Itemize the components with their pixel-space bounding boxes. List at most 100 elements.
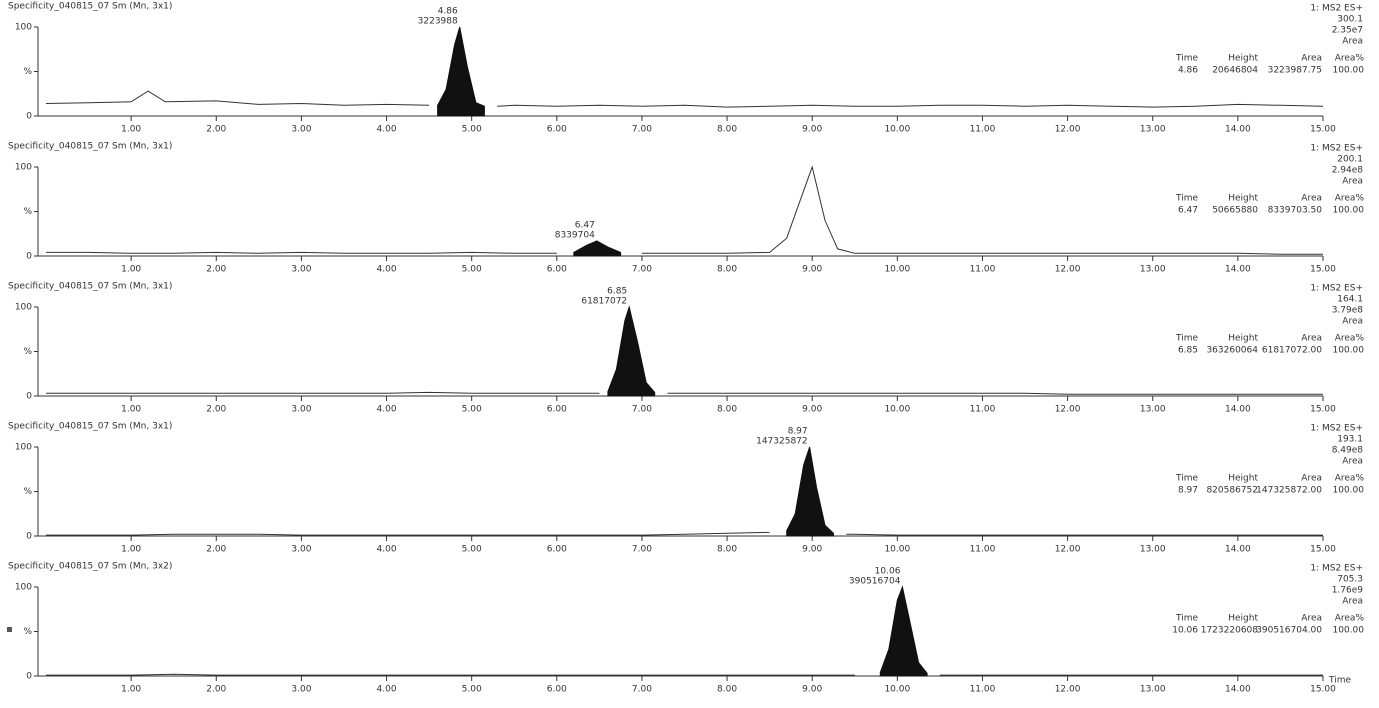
x-tick-label: 2.00	[206, 125, 226, 135]
x-tick-label: 12.00	[1055, 545, 1081, 555]
x-axis-label: Time	[1328, 676, 1351, 686]
table-header: Area%	[1335, 614, 1365, 624]
x-tick-label: 11.00	[970, 265, 996, 275]
x-tick-label: 6.00	[547, 265, 567, 275]
x-tick-label: 10.00	[884, 125, 910, 135]
panel-title: Specificity_040815_07 Sm (Mn, 3x1)	[8, 142, 172, 152]
x-tick-label: 12.00	[1055, 125, 1081, 135]
table-header: Time	[1175, 474, 1198, 484]
x-tick-label: 5.00	[462, 545, 482, 555]
x-tick-label: 15.00	[1310, 265, 1336, 275]
y-tick-label: %	[23, 487, 32, 497]
x-tick-label: 8.00	[717, 405, 737, 415]
x-tick-label: 5.00	[462, 405, 482, 415]
trace-info: Area	[1342, 317, 1363, 327]
trace-info: Area	[1342, 37, 1363, 47]
y-tick-label: 0	[26, 392, 32, 402]
x-tick-label: 11.00	[970, 545, 996, 555]
trace-info: 2.94e8	[1332, 166, 1364, 176]
table-cell: 3223987.75	[1268, 66, 1322, 76]
table-header: Height	[1228, 54, 1258, 64]
trace-info: 200.1	[1337, 155, 1363, 165]
x-tick-label: 12.00	[1055, 405, 1081, 415]
panel-title: Specificity_040815_07 Sm (Mn, 3x2)	[8, 562, 172, 572]
x-tick-label: 3.00	[291, 545, 311, 555]
table-cell: 390516704.00	[1256, 626, 1322, 636]
trace-info: 164.1	[1337, 295, 1363, 305]
peak-time-label: 6.85	[607, 287, 627, 297]
trace-info: 8.49e8	[1332, 446, 1364, 456]
x-tick-label: 3.00	[291, 685, 311, 695]
trace-info: 3.79e8	[1332, 306, 1364, 316]
table-header: Time	[1175, 614, 1198, 624]
x-tick-label: 6.00	[547, 685, 567, 695]
x-tick-label: 7.00	[632, 265, 652, 275]
trace-info: 193.1	[1337, 435, 1363, 445]
y-tick-label: 100	[15, 163, 32, 173]
x-tick-label: 6.00	[547, 125, 567, 135]
x-tick-label: 15.00	[1310, 685, 1336, 695]
x-tick-label: 5.00	[462, 685, 482, 695]
x-tick-label: 12.00	[1055, 685, 1081, 695]
y-tick-label: %	[23, 207, 32, 217]
table-header: Area	[1301, 474, 1322, 484]
table-cell: 8.97	[1178, 486, 1198, 496]
integrated-peak	[879, 585, 928, 677]
x-tick-label: 2.00	[206, 405, 226, 415]
table-header: Time	[1175, 194, 1198, 204]
peak-time-label: 6.47	[575, 220, 595, 230]
trace-info: 300.1	[1337, 15, 1363, 25]
integrated-peak	[573, 240, 622, 257]
x-tick-label: 2.00	[206, 265, 226, 275]
table-cell: 6.85	[1178, 346, 1198, 356]
trace-info: 1: MS2 ES+	[1310, 144, 1363, 154]
x-tick-label: 9.00	[802, 125, 822, 135]
x-tick-label: 7.00	[632, 685, 652, 695]
x-tick-label: 11.00	[970, 405, 996, 415]
table-cell: 100.00	[1333, 626, 1365, 636]
peak-time-label: 10.06	[875, 567, 901, 577]
x-tick-label: 13.00	[1140, 125, 1166, 135]
x-tick-label: 8.00	[717, 545, 737, 555]
trace	[45, 90, 1324, 108]
table-cell: 61817072.00	[1262, 346, 1322, 356]
y-tick-label: %	[23, 347, 32, 357]
trace-info: Area	[1342, 177, 1363, 187]
x-tick-label: 14.00	[1225, 125, 1251, 135]
x-tick-label: 13.00	[1140, 265, 1166, 275]
table-cell: 100.00	[1333, 66, 1365, 76]
table-cell: 1723220608	[1201, 626, 1259, 636]
x-tick-label: 5.00	[462, 265, 482, 275]
x-tick-label: 2.00	[206, 545, 226, 555]
peak-time-label: 4.86	[438, 7, 458, 17]
y-tick-label: 0	[26, 112, 32, 122]
x-tick-label: 7.00	[632, 125, 652, 135]
x-tick-label: 11.00	[970, 685, 996, 695]
x-tick-label: 15.00	[1310, 125, 1336, 135]
x-tick-label: 8.00	[717, 125, 737, 135]
table-header: Time	[1175, 334, 1198, 344]
trace	[46, 391, 1323, 395]
x-tick-label: 10.00	[884, 405, 910, 415]
table-header: Height	[1228, 194, 1258, 204]
x-tick-label: 6.00	[547, 545, 567, 555]
table-cell: 100.00	[1333, 486, 1365, 496]
x-tick-label: 4.00	[377, 265, 397, 275]
x-tick-label: 8.00	[717, 265, 737, 275]
x-tick-label: 12.00	[1055, 265, 1081, 275]
x-tick-label: 13.00	[1140, 405, 1166, 415]
trace-info: 2.35e7	[1332, 26, 1363, 36]
table-cell: 363260064	[1206, 346, 1258, 356]
peak-area-label: 61817072	[581, 297, 627, 307]
table-cell: 10.06	[1172, 626, 1198, 636]
x-tick-label: 4.00	[377, 125, 397, 135]
x-tick-label: 8.00	[717, 685, 737, 695]
table-header: Area%	[1335, 54, 1365, 64]
peak-time-label: 8.97	[788, 427, 808, 437]
x-tick-label: 7.00	[632, 405, 652, 415]
table-cell: 50665880	[1212, 206, 1258, 216]
peak-area-label: 147325872	[756, 437, 808, 447]
x-tick-label: 10.00	[884, 265, 910, 275]
trace	[46, 673, 1323, 676]
y-tick-label: 0	[26, 252, 32, 262]
